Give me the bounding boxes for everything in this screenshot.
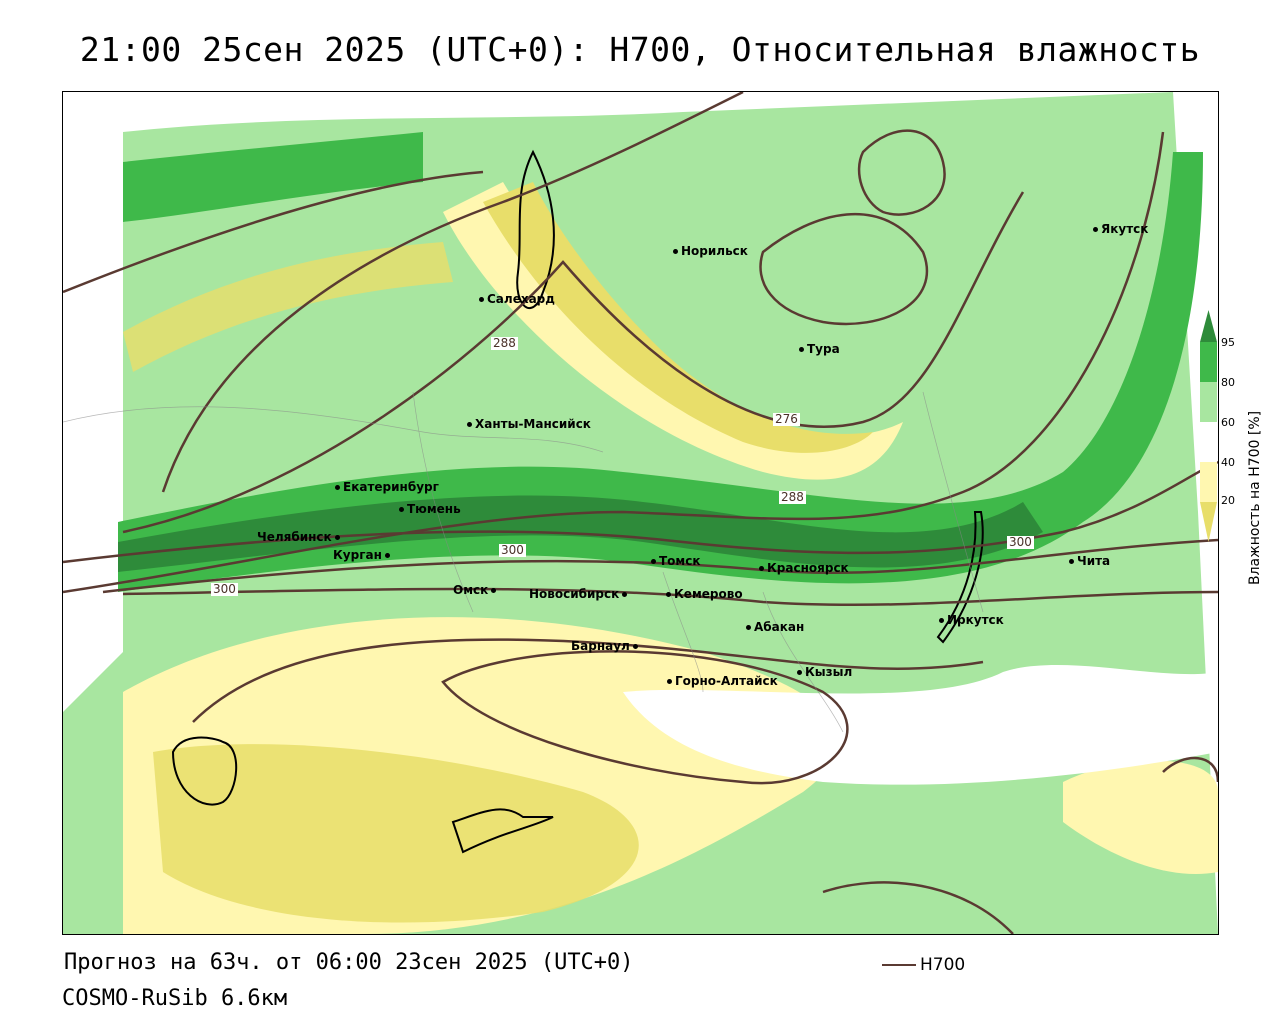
humid-northwest	[123, 132, 423, 222]
dry-dark-south	[153, 744, 639, 923]
city-kemerovo: Кемерово	[666, 587, 743, 601]
colorbar-band-40-60	[1200, 422, 1217, 462]
city-dot-icon	[622, 592, 628, 597]
dry-band-nw	[123, 242, 453, 372]
contour-label-288-center: 288	[779, 490, 806, 504]
legend-label: H700	[920, 955, 966, 975]
contour-legend: H700	[882, 955, 965, 975]
city-chelyabinsk: Челябинск	[257, 530, 340, 544]
city-dot-icon	[939, 618, 944, 623]
colorbar-band-20-40	[1200, 462, 1217, 502]
city-dot-icon	[667, 679, 672, 684]
contour-m	[822, 881, 1014, 934]
contour-label-276: 276	[773, 412, 800, 426]
contour-c	[122, 191, 1025, 534]
city-tomsk: Томск	[651, 554, 701, 568]
contour-label-300-east: 300	[1007, 535, 1034, 549]
contour-b	[161, 92, 744, 493]
city-dot-icon	[384, 553, 390, 558]
contour-a	[63, 170, 484, 294]
city-dot-icon	[491, 588, 497, 593]
colorbar-bottom-arrow	[1200, 502, 1217, 542]
contour-label-300-center: 300	[499, 543, 526, 557]
city-dot-icon	[666, 592, 671, 597]
city-tyumen: Тюмень	[399, 502, 461, 516]
contour-g	[122, 587, 1218, 607]
city-ekaterinburg: Екатеринбург	[335, 480, 439, 494]
city-norilsk: Норильск	[673, 244, 748, 258]
city-dot-icon	[651, 559, 656, 564]
caspian-coast	[171, 736, 238, 806]
contour-h	[192, 638, 984, 723]
white-gap-south	[623, 664, 1218, 785]
contour-label-288-north: 288	[491, 336, 518, 350]
city-krasnoyarsk: Красноярск	[759, 561, 849, 575]
map-title: 21:00 25сен 2025 (UTC+0): H700, Относите…	[79, 30, 1201, 69]
balkhash-coast	[451, 808, 554, 854]
city-yakutsk: Якутск	[1093, 222, 1148, 236]
colorbar-tick-80: 80	[1221, 376, 1235, 389]
humidity-colorbar	[1200, 310, 1217, 542]
colorbar-top-arrow	[1200, 310, 1217, 342]
city-dot-icon	[467, 422, 472, 427]
contour-l	[1162, 756, 1218, 783]
city-khanty-mansiysk: Ханты-Мансийск	[467, 417, 591, 431]
city-tura: Тура	[799, 342, 840, 356]
contour-d	[63, 131, 1165, 594]
contour-i	[441, 650, 849, 785]
colorbar-tick-95: 95	[1221, 336, 1235, 349]
city-dot-icon	[1069, 559, 1074, 564]
colorbar-tick-40: 40	[1221, 456, 1235, 469]
city-dot-icon	[673, 249, 678, 254]
borders	[63, 391, 984, 733]
humid-band-mid	[118, 152, 1203, 592]
city-dot-icon	[797, 670, 802, 675]
city-dot-icon	[746, 625, 751, 630]
city-irkutsk: Иркутск	[939, 613, 1004, 627]
humidity-field	[63, 92, 1218, 934]
contour-j	[759, 212, 929, 326]
city-chita: Чита	[1069, 554, 1110, 568]
city-abakan: Абакан	[746, 620, 804, 634]
city-gorno-altaysk: Горно-Алтайск	[667, 674, 778, 688]
colorbar-band-80-95	[1200, 342, 1217, 382]
city-dot-icon	[335, 485, 340, 490]
city-dot-icon	[799, 347, 804, 352]
dry-arc-dark	[483, 182, 873, 453]
legend-line-icon	[882, 964, 916, 966]
colorbar-tick-60: 60	[1221, 416, 1235, 429]
city-salekhard: Салехард	[479, 292, 555, 306]
city-dot-icon	[479, 297, 484, 302]
forecast-info: Прогноз на 63ч. от 06:00 23сен 2025 (UTC…	[64, 950, 634, 975]
city-barnaul: Барнаул	[571, 639, 638, 653]
contour-label-300-west: 300	[211, 582, 238, 596]
city-dot-icon	[334, 535, 340, 540]
city-dot-icon	[1093, 227, 1098, 232]
city-dot-icon	[399, 507, 404, 512]
baikal-coast	[936, 511, 984, 644]
dry-light-east	[1063, 760, 1218, 874]
contour-k	[857, 129, 946, 216]
map-area: 288 276 288 300 300 300 Норильск Якутск …	[62, 91, 1219, 935]
model-name: COSMO-RuSib 6.6км	[62, 986, 288, 1011]
yamal-coast	[516, 149, 555, 309]
city-dot-icon	[759, 566, 764, 571]
city-kyzyl: Кызыл	[797, 665, 852, 679]
contour-f	[102, 538, 1218, 594]
city-kurgan: Курган	[333, 548, 390, 562]
city-dot-icon	[632, 644, 638, 649]
city-novosibirsk: Новосибирск	[529, 587, 628, 601]
colorbar-band-60-80	[1200, 382, 1217, 422]
city-omsk: Омск	[453, 583, 497, 597]
colorbar-title: Влажность на H700 [%]	[1247, 410, 1263, 585]
colorbar-tick-20: 20	[1221, 494, 1235, 507]
